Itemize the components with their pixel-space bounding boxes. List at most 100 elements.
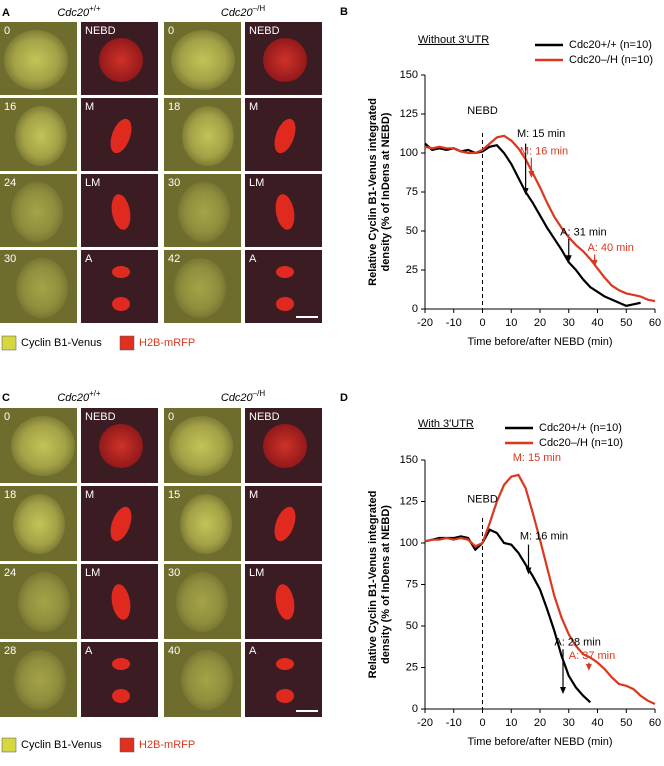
cyclin-cell (180, 494, 232, 554)
y-tick-label: 125 (400, 108, 418, 120)
cyclin-cell (171, 30, 235, 90)
allele: +/+ (89, 389, 101, 398)
stage-label: M (249, 489, 258, 501)
arrow-head (528, 170, 535, 178)
time-label: 0 (168, 25, 174, 37)
cyclin-cell (182, 106, 234, 166)
y-axis-label: Relative Cyclin B1-Venus integrated (367, 98, 379, 286)
arrow-head (522, 188, 529, 196)
h2b-chromatin (276, 266, 294, 278)
time-label: 40 (168, 645, 180, 657)
stage-label: LM (249, 177, 264, 189)
y-tick-label: 150 (400, 454, 418, 466)
x-tick-label: 40 (591, 717, 603, 729)
x-tick-label: -20 (417, 317, 433, 329)
stage-label: M (249, 101, 258, 113)
h2b-chromatin (112, 689, 130, 703)
arrow-head (560, 687, 566, 695)
x-tick-label: 0 (479, 717, 485, 729)
x-tick-label: 10 (505, 717, 517, 729)
chart-title: Without 3'UTR (418, 34, 489, 46)
arrow-head (591, 259, 598, 267)
x-tick-label: 60 (649, 717, 661, 729)
x-tick-label: -20 (417, 717, 433, 729)
y-axis-label: Relative Cyclin B1-Venus integrated (367, 491, 379, 679)
genotype-header: Cdc20+/+ (57, 4, 101, 19)
x-tick-label: 20 (534, 317, 546, 329)
annotation: M: 16 min (520, 530, 568, 542)
annotation: M: 16 min (520, 145, 568, 157)
y-axis-label: density (% of InDens at NEBD) (380, 505, 392, 664)
x-tick-label: -10 (446, 317, 462, 329)
y-tick-label: 125 (400, 495, 418, 507)
genotype-header: Cdc20–/H (221, 4, 265, 19)
annotation: NEBD (467, 105, 498, 117)
arrow-head (565, 255, 572, 263)
cyclin-cell (13, 494, 65, 554)
h2b-image (245, 642, 322, 717)
x-tick-label: 20 (534, 717, 546, 729)
cyclin-cell (178, 182, 230, 242)
annotation: M: 15 min (517, 128, 565, 140)
time-label: 30 (4, 253, 16, 265)
arrow-head (585, 663, 592, 671)
x-tick-label: 30 (563, 717, 575, 729)
panel-label: C (2, 392, 10, 404)
x-tick-label: 50 (620, 717, 632, 729)
cyclin-cell (4, 30, 68, 90)
time-label: 24 (4, 567, 16, 579)
h2b-chromatin (263, 424, 307, 468)
h2b-chromatin (112, 658, 130, 670)
cyclin-cell (11, 182, 63, 242)
h2b-image (245, 250, 322, 323)
h2b-chromatin (275, 194, 295, 230)
series-line (424, 134, 656, 303)
time-label: 16 (4, 101, 16, 113)
legend-label: Cdc20–/H (n=10) (569, 54, 653, 66)
stage-label: NEBD (85, 25, 116, 37)
stage-label: NEBD (85, 411, 116, 423)
y-tick-label: 25 (406, 264, 418, 276)
stage-label: LM (249, 567, 264, 579)
cyclin-cell (169, 416, 233, 476)
x-tick-label: 0 (479, 317, 485, 329)
stage-label: A (249, 645, 257, 657)
cyclin-cell (16, 258, 68, 318)
time-label: 18 (168, 101, 180, 113)
stage-label: LM (85, 567, 100, 579)
h2b-image (81, 642, 158, 717)
stage-label: M (85, 101, 94, 113)
y-tick-label: 50 (406, 225, 418, 237)
annotation: A: 40 min (587, 242, 633, 254)
cyclin-cell (14, 650, 66, 710)
legend-swatch (1, 737, 17, 753)
gene: Cdc20 (221, 392, 254, 404)
cyclin-cell (18, 572, 70, 632)
time-label: 0 (168, 411, 174, 423)
gene: Cdc20 (57, 392, 90, 404)
legend-text: H2B-mRFP (139, 337, 195, 349)
cyclin-cell (176, 572, 228, 632)
stage-label: LM (85, 177, 100, 189)
annotation: A: 28 min (554, 637, 600, 649)
annotation: M: 15 min (513, 452, 561, 464)
h2b-image (81, 250, 158, 323)
legend-label: Cdc20+/+ (n=10) (569, 39, 652, 51)
x-tick-label: -10 (446, 717, 462, 729)
h2b-chromatin (112, 297, 130, 311)
y-tick-label: 100 (400, 147, 418, 159)
y-tick-label: 0 (412, 703, 418, 715)
x-axis-label: Time before/after NEBD (min) (467, 336, 612, 348)
allele: –/H (253, 4, 266, 13)
arrow-head (525, 567, 532, 575)
legend-label: Cdc20+/+ (n=10) (539, 422, 622, 434)
y-tick-label: 150 (400, 69, 418, 81)
panel-label: B (340, 6, 348, 18)
legend-text: H2B-mRFP (139, 739, 195, 751)
time-label: 28 (4, 645, 16, 657)
legend-swatch (119, 737, 135, 753)
h2b-chromatin (276, 658, 294, 670)
cyclin-cell (174, 258, 226, 318)
y-tick-label: 0 (412, 303, 418, 315)
